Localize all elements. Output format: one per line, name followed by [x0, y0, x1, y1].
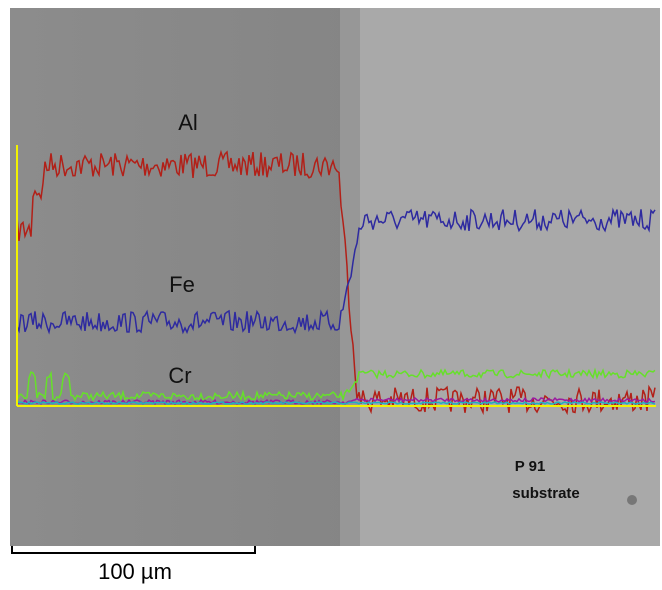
coating-region — [10, 8, 352, 546]
pit — [627, 495, 637, 505]
fe-trace — [16, 207, 656, 335]
al-label: Al — [178, 110, 198, 135]
sample-description: substrate — [512, 485, 580, 502]
scale-bar-label: 100 µm — [98, 559, 172, 584]
cr-label: Cr — [168, 363, 191, 388]
si-trace — [17, 401, 656, 405]
sample-name: P 91 — [515, 458, 546, 475]
cr-trace — [16, 367, 656, 403]
scale-bar — [11, 546, 256, 554]
fe-label: Fe — [169, 272, 195, 297]
line-scan-traces — [16, 149, 656, 416]
